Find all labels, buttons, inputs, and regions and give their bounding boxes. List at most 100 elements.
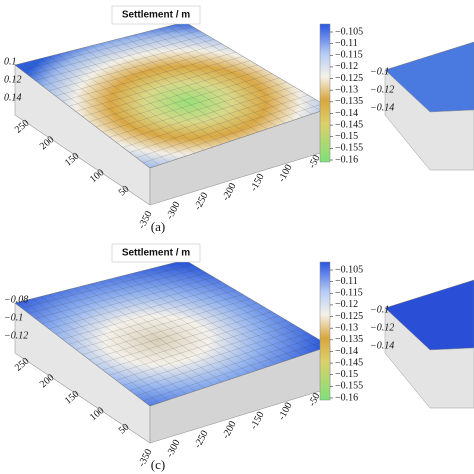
mesh-line xyxy=(136,99,316,158)
mesh-line xyxy=(74,49,214,148)
mesh-line xyxy=(62,289,236,340)
colorbar-tick-label: −0.14 xyxy=(335,346,358,357)
mesh-line xyxy=(150,268,295,359)
mesh-line xyxy=(21,26,193,71)
mesh-line xyxy=(68,294,244,345)
mesh-line xyxy=(159,266,304,356)
mesh-line xyxy=(116,277,259,371)
mesh-line xyxy=(35,34,207,81)
colorbar-tick-label: −0.155 xyxy=(335,143,363,154)
mesh-line xyxy=(91,45,232,142)
x-tick-label: -250 xyxy=(192,191,210,212)
side-z-tick-label: −0.12 xyxy=(370,84,394,95)
x-tick-label: -150 xyxy=(248,172,266,193)
mesh-line xyxy=(122,328,302,386)
mesh-line xyxy=(48,281,222,329)
colorbar-tick-label: −0.135 xyxy=(335,334,363,345)
mesh-line xyxy=(116,86,294,143)
side-z-tick-label: −0.14 xyxy=(370,102,394,113)
mesh-line xyxy=(133,272,277,365)
x-tick-label: -300 xyxy=(164,438,182,459)
mesh-line xyxy=(82,302,258,355)
mesh-line xyxy=(40,58,178,160)
side-z-tick-label: −0.1 xyxy=(370,304,389,315)
colorbar-tick-label: −0.15 xyxy=(335,369,358,380)
mesh-line xyxy=(142,32,286,124)
mesh-line xyxy=(167,264,313,353)
mesh-line xyxy=(143,103,323,164)
mesh-line xyxy=(122,90,302,148)
mesh-line xyxy=(89,307,265,360)
colorbar xyxy=(319,261,331,401)
mesh-line xyxy=(82,64,258,117)
mesh-line xyxy=(116,39,259,133)
colorbar-tick-label: −0.115 xyxy=(335,288,363,299)
mesh-line xyxy=(142,270,286,362)
mesh-line xyxy=(99,43,241,139)
mesh-line xyxy=(102,315,280,371)
panel-label: (c) xyxy=(151,457,165,472)
mesh-line xyxy=(143,341,323,402)
title-box xyxy=(111,5,201,25)
mesh-line xyxy=(109,320,287,376)
colorbar-tick-label: −0.12 xyxy=(335,61,358,72)
mesh-line xyxy=(23,300,160,404)
mesh-line xyxy=(65,289,205,389)
mesh-line xyxy=(159,28,304,118)
x-tick-label: -200 xyxy=(220,419,238,440)
mesh-line xyxy=(62,51,236,102)
colorbar-tick-label: −0.145 xyxy=(335,357,363,368)
mesh-line xyxy=(129,94,309,153)
x-tick-label: -250 xyxy=(192,429,210,450)
mesh-line xyxy=(40,296,178,398)
colorbar-tick-label: −0.155 xyxy=(335,381,363,392)
side-z-tick-label: −0.1 xyxy=(370,66,389,77)
mesh-line xyxy=(99,281,241,377)
colorbar-tick-label: −0.145 xyxy=(335,119,363,130)
colorbar-tick-label: −0.16 xyxy=(335,392,358,403)
colorbar-tick-label: −0.13 xyxy=(335,84,358,95)
colorbar-tick-label: −0.125 xyxy=(335,73,363,84)
panel: Settlement / m−0.08−0.1−0.12250200150100… xyxy=(4,243,474,472)
mesh-line xyxy=(176,23,322,112)
mesh-line xyxy=(108,41,250,136)
panel-title: Settlement / m xyxy=(122,248,190,259)
colorbar-tick-label: −0.11 xyxy=(335,38,358,49)
colorbar-tick-label: −0.15 xyxy=(335,131,358,142)
mesh-line xyxy=(28,268,200,314)
colorbar-tick-label: −0.105 xyxy=(335,264,363,275)
mesh-line xyxy=(116,324,294,381)
mesh-line xyxy=(41,277,215,324)
x-tick-label: -150 xyxy=(248,410,266,431)
mesh-line xyxy=(31,298,169,401)
mesh-line xyxy=(31,60,169,163)
mesh-line xyxy=(48,56,187,157)
mesh-line xyxy=(41,39,215,86)
mesh-line xyxy=(35,272,207,319)
colorbar-tick-label: −0.16 xyxy=(335,154,358,165)
mesh-line xyxy=(23,62,160,166)
mesh-line xyxy=(75,60,251,112)
x-tick-label: -200 xyxy=(220,181,238,202)
colorbar-tick-label: −0.135 xyxy=(335,96,363,107)
mesh-line xyxy=(57,292,196,392)
mesh-line xyxy=(150,30,295,121)
mesh-line xyxy=(82,47,223,145)
colorbar-tick-label: −0.125 xyxy=(335,311,363,322)
colorbar-tick-label: −0.105 xyxy=(335,26,363,37)
mesh-line xyxy=(125,36,268,130)
mesh-line xyxy=(129,332,309,391)
side-box-face xyxy=(384,307,474,409)
colorbar-tick-label: −0.13 xyxy=(335,322,358,333)
colorbar-tick-label: −0.12 xyxy=(335,299,358,310)
mesh-line xyxy=(89,69,265,122)
title-box xyxy=(111,243,201,263)
mesh-line xyxy=(125,274,268,368)
mesh-line xyxy=(21,264,193,309)
mesh-line xyxy=(75,298,251,350)
mesh-line xyxy=(95,73,273,127)
mesh-line xyxy=(109,82,287,138)
mesh-line xyxy=(108,279,250,374)
mesh-line xyxy=(82,285,223,383)
mesh-line xyxy=(95,311,273,365)
